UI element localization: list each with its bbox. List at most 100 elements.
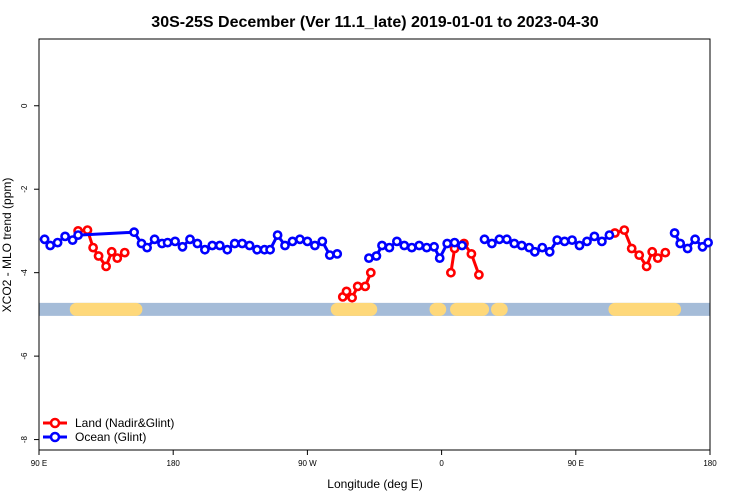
series-1-point-0-14	[185, 234, 195, 245]
series-0-point-3-5	[647, 246, 658, 257]
series-1-point-2-16	[597, 236, 607, 247]
y-axis-label: XCO2 - MLO trend (ppm)	[0, 178, 14, 313]
series-1-point-0-31	[309, 240, 320, 251]
series-0-point-3-2	[626, 243, 637, 254]
x-tick-label-3: 0	[439, 459, 444, 468]
series-1-point-0-2	[52, 237, 63, 248]
series-1-point-2-14	[582, 236, 592, 247]
series-1-point-0-25	[265, 244, 275, 255]
series-1-point-0-21	[237, 238, 248, 249]
series-1-point-1-9	[429, 241, 439, 252]
series-0-point-0-5	[106, 246, 117, 257]
legend-land-marker	[49, 417, 61, 429]
series-1-point-3-1	[675, 238, 686, 249]
series-0-point-1-1	[341, 286, 352, 297]
legend: Land (Nadir&Glint) Ocean (Glint)	[43, 416, 174, 444]
series-1-point-0-8	[142, 242, 152, 253]
series-0-point-0-7	[119, 247, 130, 258]
series-1-point-0-16	[199, 244, 210, 255]
series-0-point-2-0	[445, 267, 456, 278]
series-1-point-2-11	[559, 236, 570, 247]
series-0-point-1-5	[365, 267, 376, 278]
series-1-point-2-5	[516, 240, 527, 251]
series-1-point-1-12	[449, 237, 460, 248]
series-1-point-3-3	[690, 234, 700, 245]
series-1-point-3-2	[682, 243, 693, 254]
series-1-point-2-13	[574, 240, 585, 251]
x-axis-label: Longitude (deg E)	[327, 477, 422, 491]
series-1-point-0-34	[332, 248, 343, 259]
series-1-point-0-9	[149, 234, 160, 245]
series-0-point-3-3	[634, 250, 645, 260]
series-1-point-1-3	[384, 242, 395, 253]
series-0-point-0-3	[93, 251, 104, 261]
series-1-point-0-26	[272, 230, 283, 240]
y-tick-label-4: -8	[20, 435, 29, 443]
series-1-point-2-1	[486, 238, 497, 249]
series-1-point-1-4	[391, 236, 402, 247]
series-1-point-2-9	[544, 246, 555, 257]
series-1-point-1-13	[457, 240, 467, 251]
series-1-point-2-17	[604, 230, 615, 240]
series-1-point-0-3	[60, 231, 70, 242]
y-tick-label-0: 0	[20, 103, 29, 108]
series-1-point-0-15	[192, 238, 203, 249]
y-tick-label-1: -2	[20, 185, 29, 193]
series-1-point-1-10	[434, 253, 445, 263]
series-1-point-1-8	[421, 242, 432, 253]
x-axis: 90 E 180 90 W 0 90 E 180	[31, 450, 717, 468]
series-1-point-2-10	[552, 235, 563, 245]
series-layer	[39, 225, 713, 303]
series-1-point-2-7	[529, 246, 540, 257]
series-1-point-1-1	[371, 251, 382, 261]
series-1-point-0-27	[280, 240, 290, 251]
series-0-point-3-6	[652, 253, 663, 263]
series-0-point-1-2	[347, 292, 357, 303]
series-1-point-0-30	[302, 236, 313, 247]
series-1-point-2-0	[479, 234, 490, 245]
series-1-point-2-4	[509, 238, 520, 249]
series-1-point-1-5	[399, 240, 410, 251]
series-0-point-3-7	[660, 247, 671, 258]
chart-title: 30S-25S December (Ver 11.1_late) 2019-01…	[151, 14, 599, 31]
series-1-point-0-6	[129, 227, 139, 238]
y-tick-label-2: -4	[20, 269, 29, 277]
x-tick-label-5: 180	[703, 459, 717, 468]
series-1-point-0-33	[324, 250, 335, 260]
series-0-point-0-1	[82, 225, 93, 235]
series-1-point-0-17	[207, 240, 218, 251]
series-1-point-0-13	[177, 241, 188, 252]
legend-land-label: Land (Nadir&Glint)	[75, 416, 174, 430]
x-tick-label-4: 90 E	[568, 459, 584, 468]
series-1-point-0-20	[229, 238, 240, 249]
series-0-point-1-3	[352, 281, 363, 292]
series-0-point-2-3	[466, 248, 477, 259]
series-1	[39, 227, 713, 263]
series-1-point-0-5	[73, 230, 83, 240]
series-1-point-1-11	[442, 238, 453, 249]
series-1-point-3-5	[703, 237, 713, 248]
y-axis: 0 -2 -4 -6 -8	[20, 103, 39, 443]
series-0-point-2-4	[473, 269, 484, 280]
series-1-point-2-8	[537, 242, 548, 253]
series-0-point-0-4	[101, 261, 111, 272]
legend-ocean-label: Ocean (Glint)	[75, 430, 146, 444]
series-1-point-0-32	[317, 236, 328, 247]
series-1-point-0-0	[39, 234, 50, 245]
legend-ocean-marker	[49, 431, 61, 443]
series-1-point-2-12	[567, 235, 577, 245]
series-1-point-1-0	[363, 253, 374, 263]
series-0-point-3-4	[641, 261, 652, 272]
series-1-point-3-0	[669, 228, 680, 238]
series-0-point-3-1	[619, 225, 630, 235]
series-1-point-0-12	[170, 236, 180, 247]
series-0-point-0-6	[112, 253, 123, 263]
y-tick-label-3: -6	[20, 352, 29, 360]
x-tick-label-0: 90 E	[31, 459, 47, 468]
series-1-point-2-15	[589, 231, 600, 242]
series-0-point-0-2	[88, 242, 98, 253]
series-1-point-0-22	[244, 240, 255, 251]
series-0	[73, 225, 671, 303]
series-1-point-0-29	[294, 234, 305, 245]
